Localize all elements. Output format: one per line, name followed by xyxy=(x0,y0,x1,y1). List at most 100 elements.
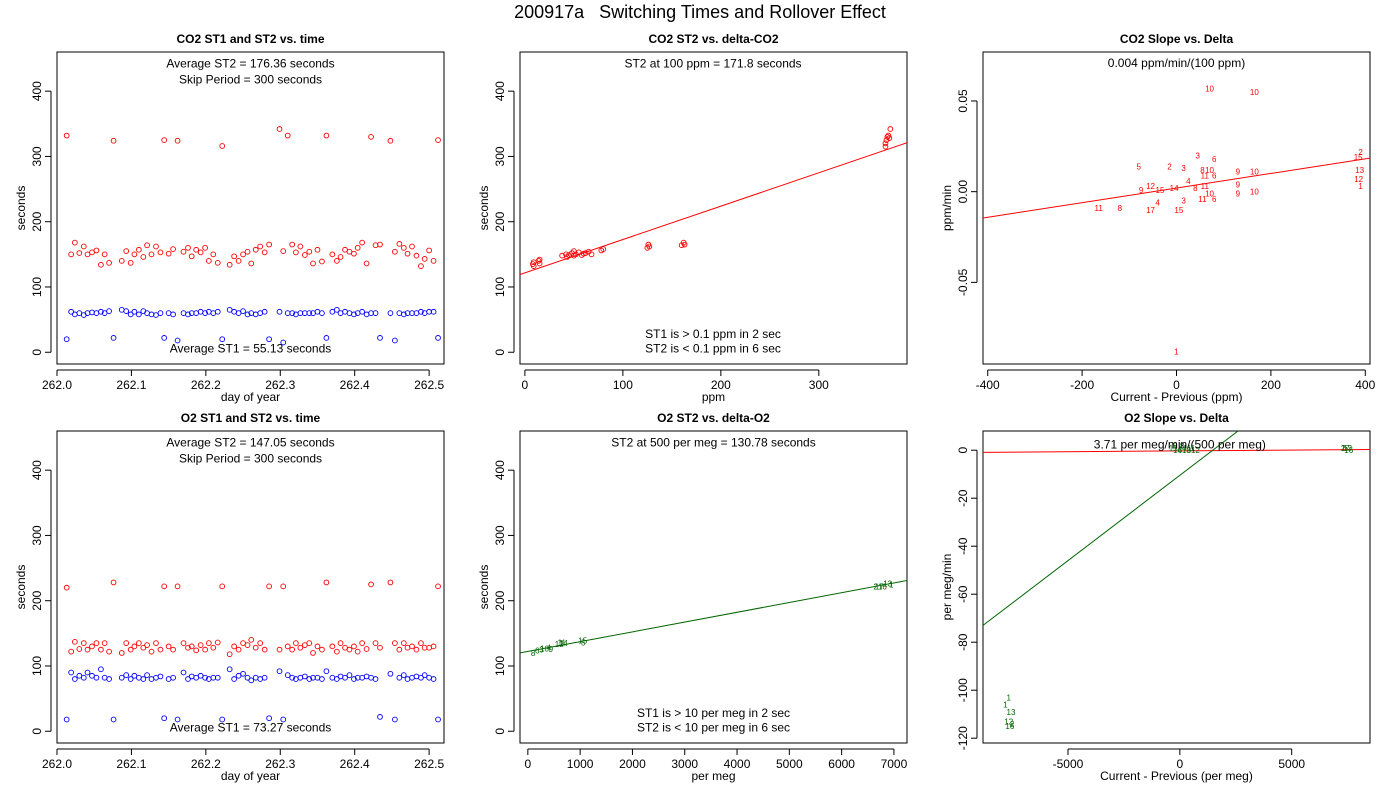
data-point xyxy=(219,143,226,149)
point-label: 10 xyxy=(1205,166,1214,175)
data-point xyxy=(346,672,353,678)
y-tick-label: 0 xyxy=(30,349,44,356)
point-label: 14 xyxy=(559,639,568,648)
x-axis-label: ppm xyxy=(702,390,725,404)
data-point xyxy=(535,258,542,264)
data-point xyxy=(240,670,246,677)
data-point xyxy=(110,335,117,341)
point-label: 8 xyxy=(1118,204,1123,213)
x-tick-label: 2000 xyxy=(619,757,646,771)
data-point xyxy=(98,666,104,673)
series-st2 xyxy=(63,579,441,658)
point-label: 9 xyxy=(1236,189,1241,198)
data-point xyxy=(400,244,407,251)
data-point xyxy=(127,259,134,266)
data-point xyxy=(144,242,150,249)
point-label: 15 xyxy=(1174,206,1183,215)
data-point xyxy=(372,640,379,646)
x-tick-label: 0 xyxy=(522,378,529,392)
data-point xyxy=(261,674,268,681)
data-point xyxy=(306,248,313,255)
data-point xyxy=(329,643,336,650)
point-label: 9 xyxy=(1139,186,1144,195)
data-point xyxy=(337,640,344,646)
x-tick-label: 4000 xyxy=(724,757,751,771)
data-point xyxy=(333,306,340,313)
data-point xyxy=(98,261,104,268)
data-point xyxy=(193,246,200,253)
data-point xyxy=(68,251,74,258)
point-label: 3 xyxy=(1181,164,1186,173)
point-label: 13 xyxy=(1343,444,1352,453)
data-point xyxy=(123,248,130,254)
data-point xyxy=(101,640,108,646)
data-point xyxy=(106,676,112,682)
fit-line xyxy=(983,157,1370,219)
data-point xyxy=(301,252,308,258)
data-point xyxy=(93,247,100,254)
data-point xyxy=(157,646,164,653)
x-tick-label: -200 xyxy=(1070,378,1094,392)
y-tick-label: 0 xyxy=(493,728,507,735)
data-point xyxy=(430,643,437,650)
data-point xyxy=(157,249,164,256)
data-point xyxy=(188,643,195,650)
data-point xyxy=(310,650,316,656)
data-point xyxy=(235,646,242,653)
x-axis: 0 1000 2000 3000 4000 5000 6000 7000 per meg xyxy=(525,748,908,783)
fit-line xyxy=(520,579,907,654)
data-point xyxy=(93,640,100,646)
panel-o2-slope-delta: O2 Slope vs. Delta -5000 0 5000 Current - Pr… xyxy=(940,411,1371,783)
plot-frame xyxy=(982,51,1371,365)
plot-frame xyxy=(519,51,908,365)
data-point xyxy=(131,251,138,258)
data-point xyxy=(205,640,212,646)
data-point xyxy=(214,259,221,266)
data-point xyxy=(280,248,287,254)
data-point xyxy=(185,676,191,682)
data-point xyxy=(396,241,403,247)
data-point xyxy=(170,674,176,681)
point-label: 2 xyxy=(1010,720,1015,729)
point-label: 1 xyxy=(1006,693,1011,702)
x-tick-label: 262.2 xyxy=(191,757,221,771)
data-point xyxy=(127,646,134,653)
data-point xyxy=(887,126,894,132)
x-axis: -5000 0 5000 Current - Previous (per meg) xyxy=(1053,748,1305,783)
data-point xyxy=(346,646,353,653)
data-point xyxy=(400,672,407,678)
data-point xyxy=(435,335,441,341)
point-label: 15 xyxy=(1354,153,1363,162)
data-point xyxy=(372,310,379,316)
point-label: 12 xyxy=(1004,717,1013,726)
point-label: 11 xyxy=(558,638,567,647)
data-point xyxy=(98,308,104,315)
data-point xyxy=(363,260,370,267)
data-point xyxy=(396,646,403,653)
data-point xyxy=(140,644,147,651)
point-label: 10 xyxy=(540,644,549,653)
data-point xyxy=(387,310,394,316)
data-point xyxy=(219,583,226,590)
data-point xyxy=(144,672,150,678)
y-tick-label: 200 xyxy=(493,211,507,231)
x-tick-label: 5000 xyxy=(776,757,803,771)
data-point xyxy=(289,646,296,653)
data-point xyxy=(257,243,264,250)
data-point xyxy=(276,308,283,315)
data-point xyxy=(226,261,233,268)
data-point xyxy=(359,239,365,246)
data-point xyxy=(170,311,176,318)
plot-frame xyxy=(56,51,445,365)
point-label: 1 xyxy=(1003,701,1008,710)
data-point xyxy=(123,640,130,646)
y-tick-label: 200 xyxy=(493,590,507,610)
y-tick-label: -0.05 xyxy=(956,268,970,296)
data-point xyxy=(244,248,251,255)
point-label: 8 xyxy=(1180,441,1185,450)
data-point xyxy=(266,336,272,343)
data-point xyxy=(435,716,441,723)
